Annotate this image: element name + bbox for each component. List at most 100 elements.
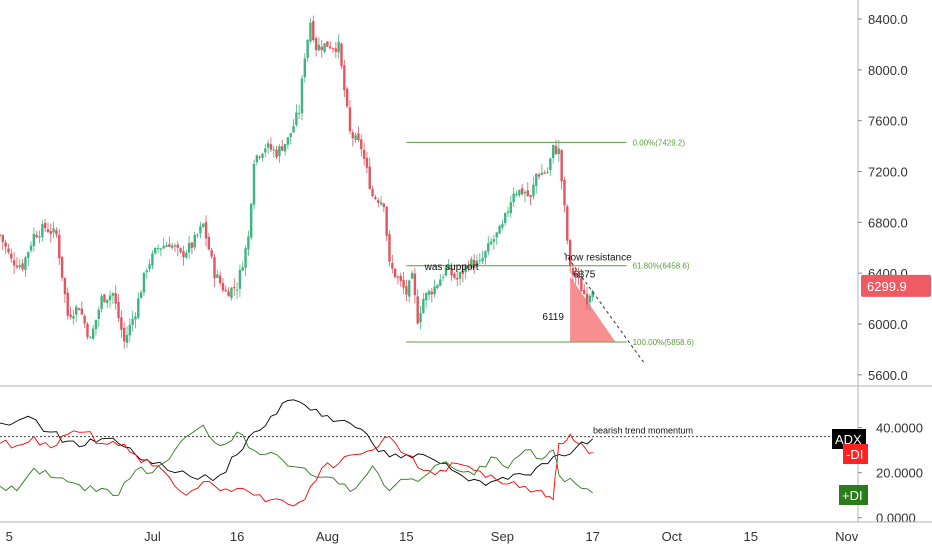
candle-body[interactable] bbox=[441, 276, 445, 278]
candle-body[interactable] bbox=[207, 236, 211, 250]
candle-body[interactable] bbox=[444, 267, 448, 276]
series-minus-di[interactable] bbox=[0, 430, 593, 507]
candle-body[interactable] bbox=[585, 293, 589, 305]
candle-body[interactable] bbox=[591, 290, 594, 297]
candle-body[interactable] bbox=[368, 166, 371, 189]
candle-body[interactable] bbox=[478, 260, 482, 262]
candle-body[interactable] bbox=[154, 248, 157, 254]
candle-body[interactable] bbox=[221, 283, 225, 291]
candle-body[interactable] bbox=[329, 46, 332, 49]
candle-body[interactable] bbox=[348, 107, 352, 132]
candle-body[interactable] bbox=[63, 277, 67, 295]
candle-body[interactable] bbox=[151, 253, 154, 266]
candle-body[interactable] bbox=[18, 265, 21, 268]
candle-body[interactable] bbox=[326, 41, 329, 47]
candle-body[interactable] bbox=[58, 234, 61, 259]
candle-body[interactable] bbox=[312, 21, 315, 40]
candle-body[interactable] bbox=[588, 295, 592, 303]
candle-body[interactable] bbox=[470, 259, 473, 269]
candle-body[interactable] bbox=[111, 293, 115, 296]
candle-body[interactable] bbox=[374, 196, 377, 199]
candle-body[interactable] bbox=[450, 267, 453, 276]
candle-body[interactable] bbox=[137, 298, 140, 318]
candle-body[interactable] bbox=[94, 319, 98, 329]
candle-body[interactable] bbox=[340, 43, 343, 67]
candle-body[interactable] bbox=[75, 306, 78, 315]
candle-body[interactable] bbox=[351, 132, 354, 139]
candle-body[interactable] bbox=[196, 234, 199, 236]
candle-body[interactable] bbox=[399, 275, 402, 281]
candle-body[interactable] bbox=[117, 301, 120, 319]
candle-body[interactable] bbox=[193, 234, 196, 248]
candle-body[interactable] bbox=[419, 313, 422, 323]
candle-body[interactable] bbox=[458, 272, 462, 279]
candle-body[interactable] bbox=[162, 245, 165, 249]
candle-body[interactable] bbox=[362, 149, 366, 159]
candle-body[interactable] bbox=[475, 260, 479, 267]
candle-body[interactable] bbox=[238, 269, 242, 289]
candle-body[interactable] bbox=[216, 274, 219, 278]
candle-body[interactable] bbox=[4, 242, 7, 247]
candle-body[interactable] bbox=[24, 257, 27, 270]
candle-body[interactable] bbox=[371, 189, 374, 197]
candle-body[interactable] bbox=[278, 146, 281, 157]
candle-body[interactable] bbox=[182, 251, 185, 258]
candle-body[interactable] bbox=[281, 146, 284, 151]
candle-body[interactable] bbox=[55, 230, 58, 235]
candle-body[interactable] bbox=[264, 148, 267, 153]
candle-body[interactable] bbox=[402, 279, 405, 288]
candle-body[interactable] bbox=[15, 265, 19, 268]
candle-body[interactable] bbox=[422, 298, 425, 313]
candle-body[interactable] bbox=[345, 88, 349, 107]
candle-body[interactable] bbox=[49, 231, 53, 234]
candle-body[interactable] bbox=[120, 317, 123, 330]
candle-body[interactable] bbox=[21, 263, 24, 270]
candle-body[interactable] bbox=[557, 148, 561, 155]
candle-body[interactable] bbox=[283, 144, 287, 152]
candle-body[interactable] bbox=[314, 38, 318, 50]
candle-body[interactable] bbox=[453, 273, 456, 278]
candle-body[interactable] bbox=[168, 244, 171, 247]
candle-body[interactable] bbox=[523, 192, 527, 194]
candle-body[interactable] bbox=[10, 253, 13, 259]
candle-body[interactable] bbox=[331, 48, 335, 50]
candle-body[interactable] bbox=[12, 260, 16, 266]
candle-body[interactable] bbox=[360, 139, 363, 150]
candle-body[interactable] bbox=[139, 292, 143, 299]
candle-body[interactable] bbox=[574, 273, 577, 276]
candle-body[interactable] bbox=[227, 291, 230, 297]
candle-body[interactable] bbox=[148, 264, 151, 269]
candle-body[interactable] bbox=[187, 242, 191, 253]
candle-body[interactable] bbox=[52, 228, 55, 233]
candle-body[interactable] bbox=[365, 157, 369, 168]
candle-body[interactable] bbox=[385, 206, 388, 236]
candle-body[interactable] bbox=[571, 268, 575, 275]
candle-body[interactable] bbox=[0, 234, 2, 236]
candle-body[interactable] bbox=[255, 155, 259, 163]
series-adx[interactable] bbox=[0, 399, 594, 486]
candle-body[interactable] bbox=[41, 224, 44, 238]
candle-body[interactable] bbox=[230, 287, 233, 298]
candle-body[interactable] bbox=[29, 245, 33, 251]
candle-body[interactable] bbox=[515, 193, 518, 195]
candle-body[interactable] bbox=[72, 316, 75, 319]
candle-body[interactable] bbox=[481, 258, 484, 262]
candle-body[interactable] bbox=[233, 287, 236, 289]
candle-body[interactable] bbox=[467, 265, 470, 269]
candle-body[interactable] bbox=[179, 248, 182, 252]
candle-body[interactable] bbox=[532, 184, 535, 197]
candle-body[interactable] bbox=[295, 112, 298, 125]
candle-body[interactable] bbox=[103, 294, 106, 303]
candle-body[interactable] bbox=[376, 200, 380, 203]
candle-body[interactable] bbox=[199, 226, 202, 234]
candle-body[interactable] bbox=[433, 286, 436, 295]
candle-body[interactable] bbox=[224, 289, 227, 292]
candle-body[interactable] bbox=[484, 251, 487, 258]
candle-body[interactable] bbox=[512, 193, 515, 203]
candle-body[interactable] bbox=[563, 179, 566, 206]
candle-body[interactable] bbox=[461, 270, 465, 274]
candle-body[interactable] bbox=[1, 235, 5, 243]
candle-body[interactable] bbox=[464, 265, 467, 273]
